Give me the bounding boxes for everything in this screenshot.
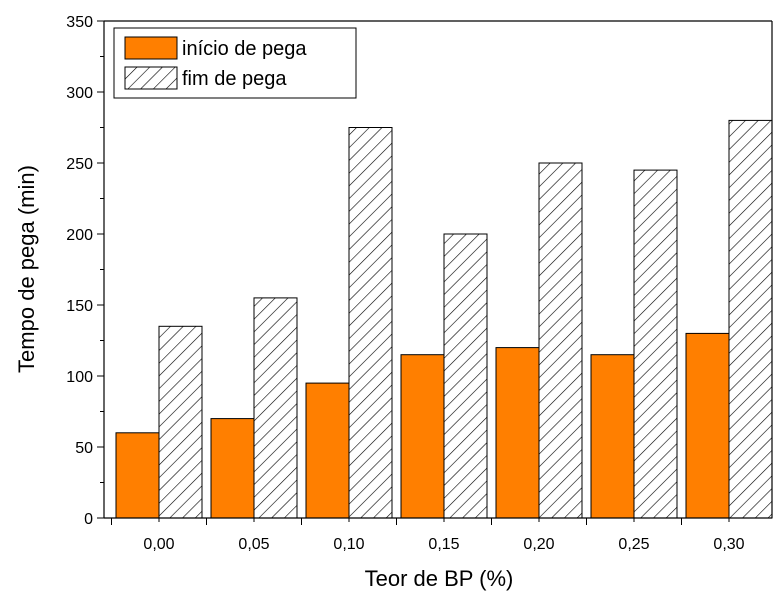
bar-inicio-de-pega [210,418,255,519]
x-tick-label: 0,10 [333,536,364,553]
bar-fim-de-pega [728,119,773,519]
y-tick-label: 100 [66,369,93,386]
y-tick-label: 250 [66,156,93,173]
x-tick-label: 0,05 [238,536,269,553]
y-axis-title: Tempo de pega (min) [14,165,39,373]
bar-inicio-de-pega [495,347,540,519]
y-tick-label: 0 [84,511,93,528]
legend-label-inicio: início de pega [182,38,307,60]
legend-swatch-fim [124,66,178,90]
y-tick-label: 200 [66,227,93,244]
y-tick-label: 350 [66,14,93,31]
bar-inicio-de-pega [305,382,350,519]
x-axis-title: Teor de BP (%) [365,566,514,591]
bar-fim-de-pega [348,127,393,519]
x-tick-label: 0,15 [428,536,459,553]
bar-fim-de-pega [253,297,298,519]
y-tick-label: 300 [66,85,93,102]
bar-fim-de-pega [158,325,203,519]
y-tick-label: 50 [75,440,93,457]
bar-inicio-de-pega [115,432,160,519]
bar-inicio-de-pega [685,332,730,519]
x-tick-label: 0,25 [618,536,649,553]
bar-fim-de-pega [633,169,678,519]
x-tick-label: 0,30 [713,536,744,553]
x-tick-label: 0,20 [523,536,554,553]
bar-fim-de-pega [443,233,488,519]
y-tick-label: 150 [66,298,93,315]
x-tick-label: 0,00 [143,536,174,553]
bar-inicio-de-pega [590,354,635,519]
legend-swatch-inicio [124,36,178,60]
bar-inicio-de-pega [400,354,445,519]
legend-label-fim: fim de pega [182,68,287,90]
bar-fim-de-pega [538,162,583,519]
